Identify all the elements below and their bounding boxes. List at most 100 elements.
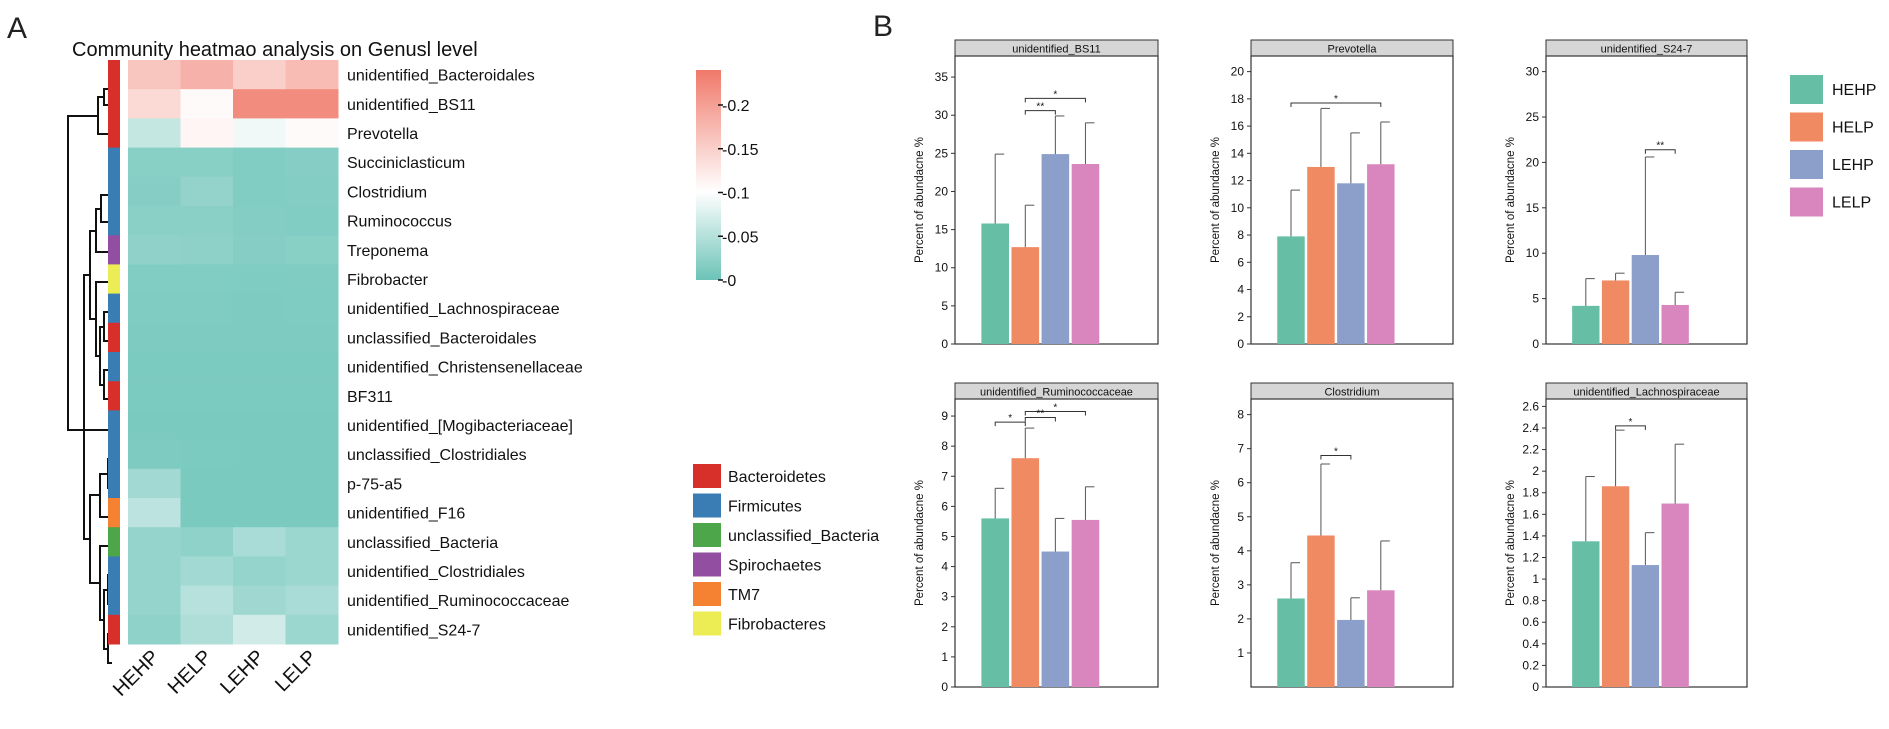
heatmap-cell xyxy=(285,89,339,119)
heatmap-row-label: Clostridium xyxy=(347,184,427,201)
heatmap-cell xyxy=(180,147,234,178)
heatmap-cell xyxy=(128,293,181,324)
phylum-strip-cell xyxy=(108,527,120,557)
phylum-legend-swatch xyxy=(693,611,721,636)
significance-bracket xyxy=(1644,149,1676,154)
bar-hehp xyxy=(1277,236,1305,344)
heatmap-cell xyxy=(128,410,181,441)
colorbar-tick-label: -0 xyxy=(722,273,736,290)
y-tick-label: 8 xyxy=(941,439,948,453)
heatmap-cell xyxy=(233,176,286,207)
heatmap-column-label: LELP xyxy=(271,646,321,696)
significance-label: * xyxy=(1053,403,1057,414)
panel-label-a: A xyxy=(7,12,27,45)
group-legend-swatch xyxy=(1790,150,1823,179)
heatmap-cell xyxy=(128,556,181,587)
heatmap-cell xyxy=(233,410,286,441)
heatmap-cell xyxy=(180,352,234,382)
heatmap-cell xyxy=(180,322,234,353)
bar-chart-panel: unidentified_Lachnospiraceae 0 0.2 0.4 0.6 0.… xyxy=(1505,382,1748,694)
heatmap-title: Community heatmao analysis on Genusl lev… xyxy=(72,39,478,61)
bar-lelp xyxy=(1071,164,1100,344)
y-tick-label: 7 xyxy=(941,469,948,483)
group-legend-swatch xyxy=(1790,187,1823,217)
y-tick-label: 30 xyxy=(1526,65,1540,79)
y-tick-label: 15 xyxy=(935,223,949,237)
heatmap-cell xyxy=(285,352,339,382)
colorbar-tick-label: -0.1 xyxy=(722,186,750,203)
y-tick-label: 0 xyxy=(941,680,948,694)
heatmap-cell xyxy=(180,439,234,470)
significance-bracket xyxy=(1024,110,1056,115)
y-tick-label: 1.6 xyxy=(1522,507,1539,521)
group-legend-swatch xyxy=(1790,112,1823,142)
heatmap-cell xyxy=(128,352,181,382)
heatmap-cell xyxy=(285,206,339,236)
y-tick-label: 0.2 xyxy=(1522,658,1539,672)
y-tick-label: 10 xyxy=(1231,201,1245,215)
colorbar-tick-label: -0.05 xyxy=(722,229,759,246)
y-tick-label: 2.6 xyxy=(1522,399,1539,413)
y-tick-label: 1.4 xyxy=(1522,529,1539,543)
phylum-legend: Bacteroidetes Firmicutes unclassified_Bact… xyxy=(693,464,879,636)
heatmap-cell xyxy=(285,527,339,557)
colorbar-tick-label: -0.15 xyxy=(722,142,759,159)
heatmap-cell xyxy=(180,293,234,324)
heatmap-cell xyxy=(285,498,339,528)
heatmap-row-label: unclassified_Clostridiales xyxy=(347,447,527,464)
significance-bracket xyxy=(1024,411,1086,416)
y-tick-label: 35 xyxy=(935,70,949,84)
colorbar xyxy=(696,70,721,280)
row-dendrogram xyxy=(67,88,112,664)
heatmap-cell xyxy=(233,147,286,178)
y-tick-label: 8 xyxy=(1237,228,1244,242)
heatmap-cell xyxy=(233,89,286,119)
y-axis-label: Percent of abundacne % xyxy=(914,137,926,263)
heatmap-cell xyxy=(233,468,286,499)
heatmap-row-label: Succiniclasticum xyxy=(347,155,465,172)
heatmap-cell xyxy=(128,381,181,411)
group-legend: HEHP HELP LEHP LELP xyxy=(1790,75,1876,217)
bar-chart-panel: Clostridium 1 2 3 4 5 6 7 8 Percent of abundacne … xyxy=(1210,382,1454,688)
phylum-legend-swatch xyxy=(693,552,721,577)
heatmap-row-label: unidentified_BS11 xyxy=(347,97,476,114)
heatmap-cell xyxy=(285,176,339,207)
bar-help xyxy=(1011,458,1040,687)
y-tick-label: 15 xyxy=(1526,201,1540,215)
phylum-strip-cell xyxy=(108,410,120,441)
phylum-legend-label: unclassified_Bacteria xyxy=(728,528,879,545)
bar-help xyxy=(1307,166,1335,344)
phylum-color-strip xyxy=(108,60,120,645)
y-tick-label: 16 xyxy=(1231,119,1245,133)
bar-hehp xyxy=(1277,598,1305,687)
y-tick-label: 2.4 xyxy=(1522,421,1539,435)
heatmap-cell xyxy=(285,118,339,149)
significance-label: * xyxy=(1334,94,1338,105)
heatmap-column-labels: HEHP HELP LEHP LELP xyxy=(109,646,321,701)
heatmap-row-label: unidentified_Bacteroidales xyxy=(347,68,535,85)
heatmap-row-label: Fibrobacter xyxy=(347,272,429,289)
heatmap-row-label: unclassified_Bacteroidales xyxy=(347,330,536,347)
y-tick-label: 2.2 xyxy=(1522,443,1539,457)
phylum-strip-cell xyxy=(108,206,120,236)
group-legend-label: LEHP xyxy=(1832,157,1874,174)
significance-label: ** xyxy=(1656,141,1664,152)
heatmap-row-label: unclassified_Bacteria xyxy=(347,535,498,552)
heatmap-cell xyxy=(233,498,286,528)
heatmap-column-label: HEHP xyxy=(109,646,164,701)
panel-label-b: B xyxy=(873,10,893,43)
heatmap-cell xyxy=(128,468,181,499)
significance-label: * xyxy=(1334,446,1338,457)
y-tick-label: 0 xyxy=(941,337,948,351)
y-tick-label: 6 xyxy=(941,499,948,513)
heatmap-cell xyxy=(233,527,286,557)
phylum-strip-cell xyxy=(108,60,120,90)
phylum-strip-cell xyxy=(108,352,120,382)
heatmap-cell xyxy=(180,614,234,645)
bar-chart-panel: unidentified_S24-7 0 5 10 15 20 25 30 Percent of… xyxy=(1505,39,1748,351)
heatmap-cell xyxy=(128,527,181,557)
heatmap-cell xyxy=(233,439,286,470)
heatmap-cell xyxy=(285,585,339,616)
y-tick-label: 1 xyxy=(1532,572,1539,586)
